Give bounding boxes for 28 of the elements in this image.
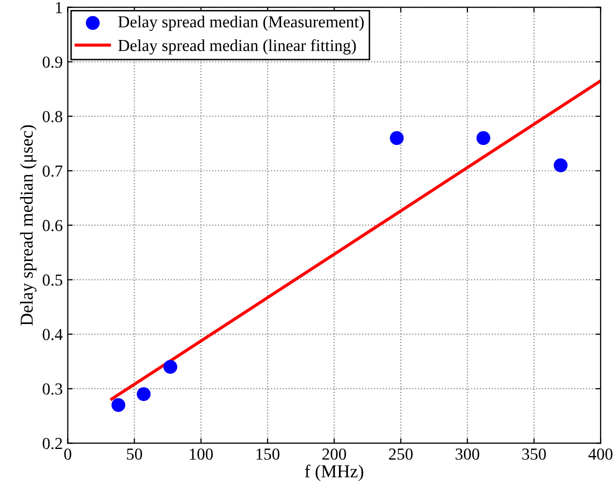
y-tick-label: 1 — [56, 2, 62, 14]
y-tick-label: 0.4 — [42, 328, 63, 340]
point — [136, 387, 151, 402]
point — [554, 158, 568, 172]
x-tick-label: 0 — [64, 448, 72, 460]
x-tick-label: 150 — [256, 448, 280, 460]
y-tick-label: 0.3 — [42, 383, 62, 395]
point — [111, 398, 126, 412]
point — [163, 360, 178, 374]
x-tick-label: 50 — [127, 448, 142, 460]
y-tick-label: 0.6 — [42, 220, 62, 232]
x-tick-label: 200 — [322, 448, 346, 460]
x-tick-label: 300 — [456, 448, 480, 460]
point — [390, 131, 404, 145]
x-tick-label: 100 — [190, 448, 213, 460]
y-tick-label: 0.9 — [42, 56, 62, 68]
point — [476, 131, 490, 145]
x-tick-label: 350 — [522, 448, 546, 460]
x-tick-label: 400 — [588, 448, 612, 460]
x-tick-label: 250 — [389, 448, 413, 460]
x-axis-title: f (MHz) — [304, 464, 364, 482]
y-tick-label: 0.2 — [42, 438, 62, 450]
y-tick-label: 0.8 — [42, 110, 62, 122]
y-axis-title: Delay spread median (μsec) — [20, 125, 37, 326]
legend-label: Delay spread median (linear fitting) — [118, 39, 356, 55]
legend-label: Delay spread median (Measurement) — [118, 16, 364, 31]
y-tick-label: 0.5 — [42, 274, 62, 286]
y-tick-label: 0.7 — [42, 165, 62, 177]
